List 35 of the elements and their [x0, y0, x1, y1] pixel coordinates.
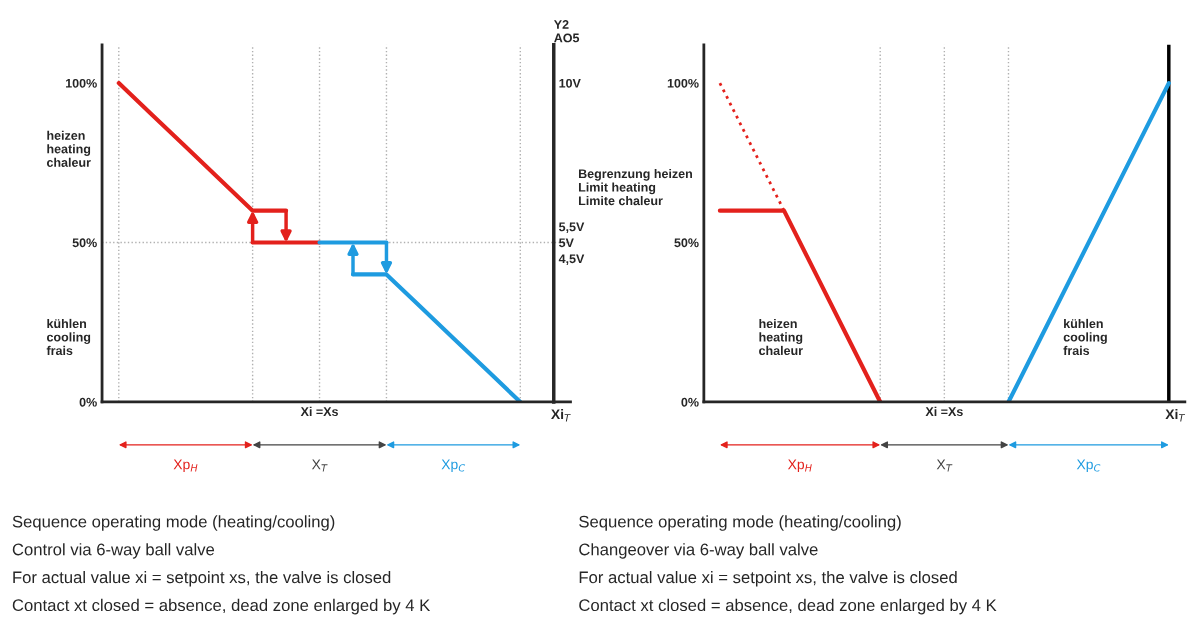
y2-tick-label: 4,5V: [558, 254, 585, 265]
x-tick-label: Xi =Xs: [300, 406, 338, 417]
text: X$_{T}$: [311, 459, 328, 472]
text: For actual value xi = setpoint xs, the valve is closed: [13, 571, 391, 587]
text: Xp$_{H}$: [787, 459, 812, 473]
annotation: heizen heating chaleur: [759, 318, 803, 356]
text: Xp$_{C}$: [1076, 459, 1101, 473]
text: Changeover via 6-way ball valve: [579, 543, 818, 559]
y-tick-label: 0%: [79, 397, 97, 407]
y-tick-label: 100%: [66, 78, 97, 88]
text: Contact xt closed = absence, dead zone enlarged by 4 K: [579, 598, 997, 615]
y-tick-label: 100%: [667, 78, 699, 88]
text: Sequence operating mode (heating/cooling): [12, 515, 335, 531]
y2-tick-label: 5,5V: [559, 222, 585, 234]
x-axis-title: Xi$_{T}$: [551, 409, 571, 422]
text: Begrenzung heizen Limit heating Limite chaleur: [578, 168, 692, 206]
x-axis-title: Xi$_{T}$: [1165, 409, 1186, 422]
text: Control via 6-way ball valve: [12, 543, 215, 559]
text: Contact xt closed = absence, dead zone enlarged by 4 K: [12, 598, 431, 615]
text: Sequence operating mode (heating/cooling): [579, 515, 901, 531]
y-tick-label: 50%: [72, 238, 97, 248]
annotation: kühlen cooling frais: [1063, 318, 1107, 356]
line-series: [1006, 80, 1171, 402]
text: Xp$_{H}$: [173, 459, 198, 473]
y2-axis-title: Y2 AO5: [553, 20, 580, 43]
y2-tick-label: 10V: [559, 78, 581, 88]
x-tick-label: Xi =Xs: [925, 406, 963, 417]
text: Xp$_{C}$: [441, 459, 466, 473]
text: X$_{T}$: [936, 459, 953, 472]
text: kühlen cooling frais: [46, 318, 91, 356]
y-tick-label: 50%: [674, 238, 699, 248]
y-tick-label: 0%: [681, 397, 699, 407]
y2-tick-label: 5V: [559, 238, 574, 248]
text: heizen heating chaleur: [46, 130, 91, 167]
text: For actual value xi = setpoint xs, the valve is closed: [579, 571, 957, 587]
